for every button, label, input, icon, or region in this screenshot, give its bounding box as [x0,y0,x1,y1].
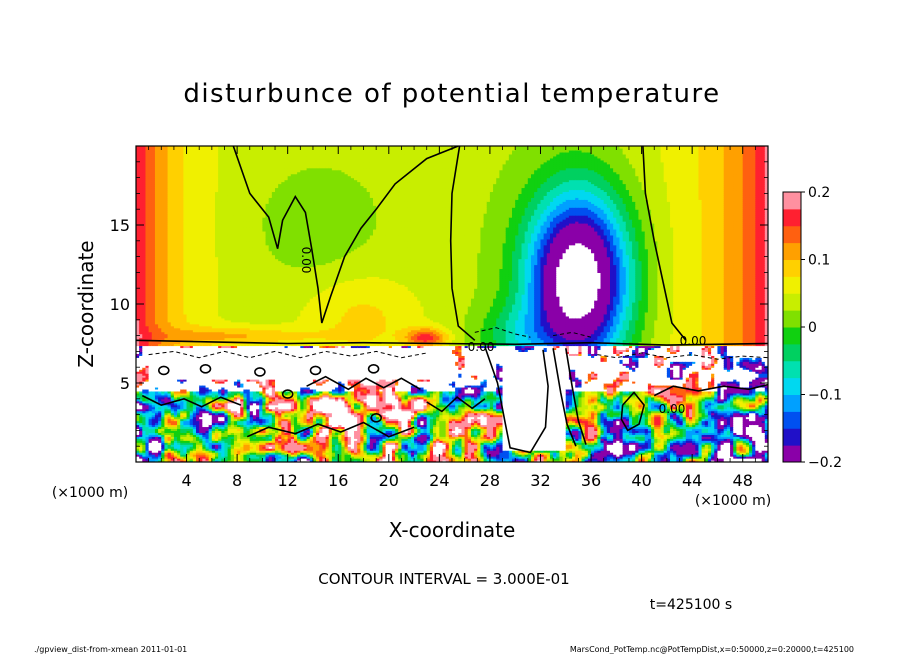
chart-title: disturbunce of potential temperature [183,79,720,109]
